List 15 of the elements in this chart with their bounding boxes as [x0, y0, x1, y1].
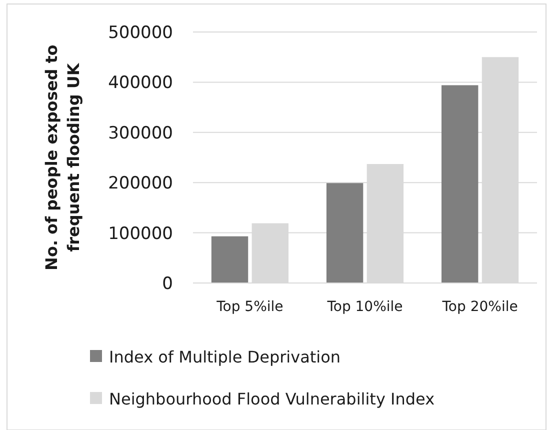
bar: [211, 236, 248, 283]
y-tick-label: 100000: [108, 224, 173, 244]
bar: [442, 85, 478, 283]
y-axis-title: No. of people exposed to frequent flooding UK: [42, 44, 83, 270]
x-tick-label: Top 10%ile: [326, 299, 403, 315]
legend-label: Index of Multiple Deprivation: [109, 348, 341, 367]
x-tick-label: Top 20%ile: [441, 299, 518, 315]
y-tick-label: 300000: [108, 123, 173, 144]
y-tick-label: 200000: [108, 174, 173, 194]
y-tick-label: 400000: [108, 73, 173, 94]
legend-label: Neighbourhood Flood Vulnerability Index: [109, 390, 435, 409]
x-tick-label: Top 5%ile: [216, 299, 284, 315]
y-tick-label: 0: [162, 274, 173, 294]
y-tick-label: 500000: [108, 22, 173, 43]
bar: [326, 183, 364, 283]
